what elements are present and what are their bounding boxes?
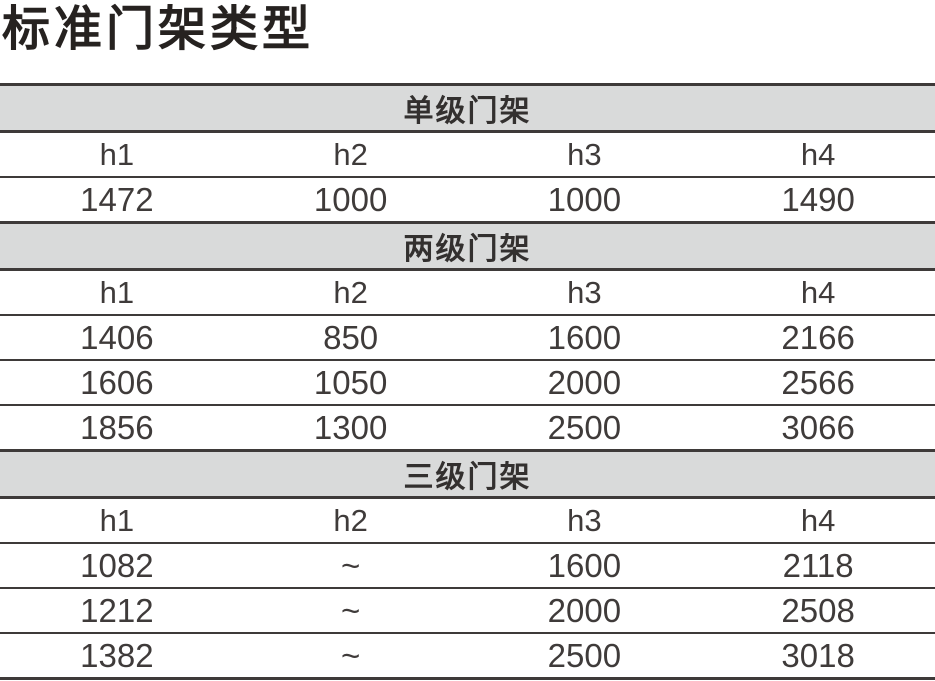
column-header-h2: h2 — [233, 497, 468, 544]
data-cell: 1600 — [467, 315, 702, 361]
section-band-row: 两级门架 — [0, 221, 935, 271]
column-header-h4: h4 — [701, 497, 935, 544]
section-single-stage: 单级门架 h1 h2 h3 h4 1472 1000 1000 1490 — [0, 83, 935, 224]
data-cell: 2566 — [701, 360, 935, 406]
mast-type-table: 单级门架 h1 h2 h3 h4 1472 1000 1000 1490 两级门… — [0, 83, 935, 680]
data-cell: 1000 — [233, 177, 468, 224]
data-cell: ~ — [233, 543, 468, 589]
column-header-h1: h1 — [0, 497, 234, 544]
data-cell: 1600 — [467, 543, 702, 589]
table-row: 1406 850 1600 2166 — [0, 315, 935, 361]
section-band-row: 单级门架 — [0, 83, 935, 133]
column-header-h3: h3 — [467, 497, 702, 544]
data-cell: 3066 — [701, 405, 935, 452]
column-header-h1: h1 — [0, 269, 234, 316]
data-cell: 1382 — [0, 633, 234, 680]
table-row: 1212 ~ 2000 2508 — [0, 588, 935, 634]
page-title: 标准门架类型 — [2, 3, 315, 56]
data-cell: 2508 — [701, 588, 935, 634]
column-header-h2: h2 — [233, 269, 468, 316]
data-cell: 1856 — [0, 405, 234, 452]
section-label: 单级门架 — [0, 83, 935, 133]
data-cell: 1000 — [467, 177, 702, 224]
data-cell: 2166 — [701, 315, 935, 361]
data-cell: 3018 — [701, 633, 935, 680]
data-cell: ~ — [233, 633, 468, 680]
column-header-h1: h1 — [0, 131, 234, 178]
column-header-row: h1 h2 h3 h4 — [0, 269, 935, 316]
data-cell: 2118 — [701, 543, 935, 589]
section-label: 两级门架 — [0, 221, 935, 271]
data-cell: 2000 — [467, 360, 702, 406]
table-row: 1606 1050 2000 2566 — [0, 360, 935, 406]
data-cell: 2500 — [467, 405, 702, 452]
column-header-h4: h4 — [701, 269, 935, 316]
section-two-stage: 两级门架 h1 h2 h3 h4 1406 850 1600 2166 1606… — [0, 221, 935, 452]
section-three-stage: 三级门架 h1 h2 h3 h4 1082 ~ 1600 2118 1212 ~… — [0, 449, 935, 680]
data-cell: 2000 — [467, 588, 702, 634]
column-header-h2: h2 — [233, 131, 468, 178]
data-cell: 850 — [233, 315, 468, 361]
table-row: 1382 ~ 2500 3018 — [0, 633, 935, 680]
section-label: 三级门架 — [0, 449, 935, 499]
data-cell: 1082 — [0, 543, 234, 589]
table-row: 1472 1000 1000 1490 — [0, 177, 935, 224]
data-cell: 1472 — [0, 177, 234, 224]
data-cell: 1050 — [233, 360, 468, 406]
column-header-h3: h3 — [467, 269, 702, 316]
data-cell: 1212 — [0, 588, 234, 634]
data-cell: 1606 — [0, 360, 234, 406]
table-row: 1082 ~ 1600 2118 — [0, 543, 935, 589]
column-header-h4: h4 — [701, 131, 935, 178]
data-cell: ~ — [233, 588, 468, 634]
column-header-row: h1 h2 h3 h4 — [0, 131, 935, 178]
column-header-row: h1 h2 h3 h4 — [0, 497, 935, 544]
data-cell: 1406 — [0, 315, 234, 361]
column-header-h3: h3 — [467, 131, 702, 178]
table-row: 1856 1300 2500 3066 — [0, 405, 935, 452]
data-cell: 1490 — [701, 177, 935, 224]
data-cell: 2500 — [467, 633, 702, 680]
section-band-row: 三级门架 — [0, 449, 935, 499]
data-cell: 1300 — [233, 405, 468, 452]
